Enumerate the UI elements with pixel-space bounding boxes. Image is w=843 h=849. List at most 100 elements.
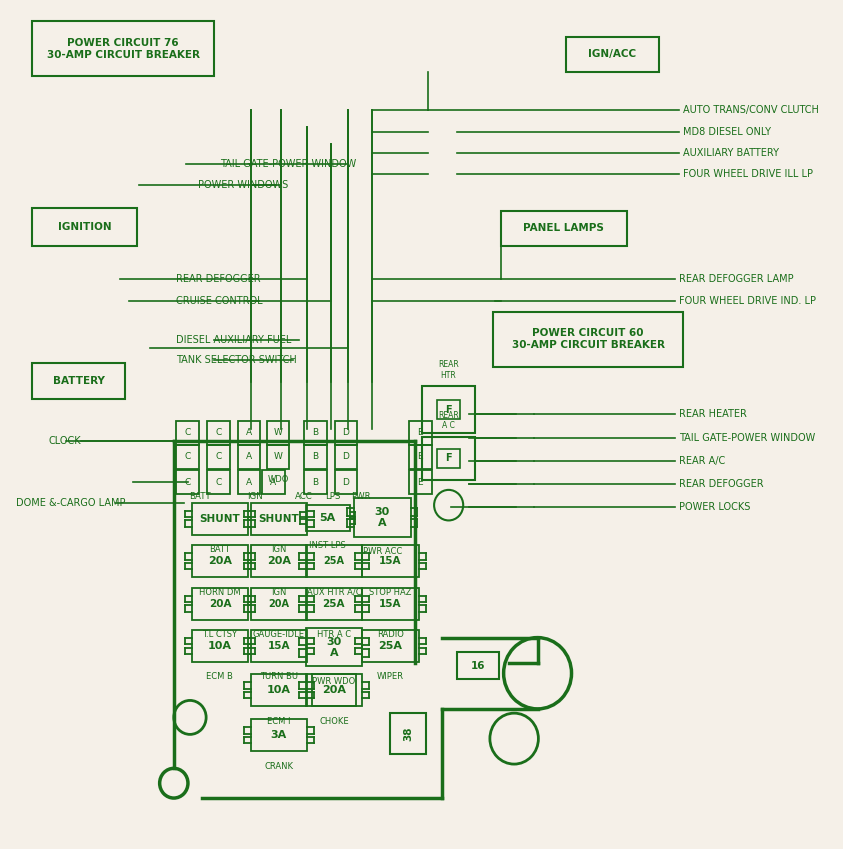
Text: POWER CIRCUIT 76
30-AMP CIRCUIT BREAKER: POWER CIRCUIT 76 30-AMP CIRCUIT BREAKER [46, 38, 200, 59]
Text: W: W [274, 453, 282, 461]
Text: BATT: BATT [209, 545, 230, 554]
Text: A: A [270, 478, 277, 486]
Text: STOP HAZ: STOP HAZ [369, 588, 411, 597]
Text: POWER WINDOWS: POWER WINDOWS [198, 180, 288, 190]
Bar [335, 470, 357, 494]
Text: 25A: 25A [323, 599, 345, 609]
Bar [191, 630, 248, 662]
Text: REAR HEATER: REAR HEATER [679, 409, 747, 419]
Text: HTR A C: HTR A C [317, 630, 351, 639]
Bar [207, 470, 229, 494]
Bar [191, 545, 248, 577]
Text: 20A: 20A [267, 556, 291, 566]
Bar [409, 445, 432, 469]
Bar [32, 363, 126, 399]
Bar [304, 470, 326, 494]
Text: CRANK: CRANK [265, 762, 293, 771]
Text: FOUR WHEEL DRIVE ILL LP: FOUR WHEEL DRIVE ILL LP [683, 169, 813, 179]
Text: D: D [342, 478, 350, 486]
Text: POWER LOCKS: POWER LOCKS [679, 502, 750, 512]
Bar [389, 713, 426, 754]
Text: A: A [246, 429, 252, 437]
Text: TAIL GATE-POWER WINDOW: TAIL GATE-POWER WINDOW [679, 433, 815, 443]
Text: F: F [445, 453, 452, 464]
Bar [207, 445, 229, 469]
Bar [250, 503, 307, 535]
Bar [362, 588, 419, 620]
Text: INST LPS: INST LPS [309, 541, 346, 550]
Text: PANEL LAMPS: PANEL LAMPS [524, 223, 604, 233]
Bar [457, 652, 499, 679]
Text: BATT: BATT [189, 492, 211, 501]
Text: 15A: 15A [379, 556, 402, 566]
Text: T.L CTSY: T.L CTSY [202, 630, 238, 639]
Bar [305, 628, 362, 666]
Text: 30
A: 30 A [326, 637, 341, 658]
Text: REAR
HTR: REAR HTR [438, 360, 459, 380]
Text: 38: 38 [403, 726, 413, 741]
Bar [266, 445, 289, 469]
Text: C: C [185, 478, 191, 486]
Text: AUTO TRANS/CONV CLUTCH: AUTO TRANS/CONV CLUTCH [683, 105, 819, 115]
Text: D: D [342, 453, 350, 461]
Bar [305, 505, 350, 531]
Text: 16: 16 [470, 661, 485, 671]
Text: B: B [312, 478, 319, 486]
Bar [354, 498, 411, 537]
Text: IGN: IGN [248, 492, 263, 501]
Text: TURN BU: TURN BU [260, 672, 298, 682]
Text: B: B [312, 429, 319, 437]
Text: DIESEL AUXILIARY FUEL: DIESEL AUXILIARY FUEL [176, 335, 292, 345]
Text: 10A: 10A [208, 641, 232, 651]
Bar [305, 588, 362, 620]
Bar [422, 437, 475, 480]
Bar [304, 421, 326, 445]
Bar [250, 545, 307, 577]
Text: IGNITION: IGNITION [58, 222, 111, 232]
Bar [250, 674, 307, 706]
Text: C: C [185, 453, 191, 461]
Text: WDO: WDO [267, 475, 289, 485]
Text: E: E [417, 429, 423, 437]
Bar [250, 588, 307, 620]
Bar [238, 421, 260, 445]
Text: 25A: 25A [379, 641, 402, 651]
Text: REAR DEFOGGER LAMP: REAR DEFOGGER LAMP [679, 274, 793, 284]
Bar [191, 588, 248, 620]
Text: W: W [274, 429, 282, 437]
Bar [409, 421, 432, 445]
Text: ECM I: ECM I [267, 717, 291, 726]
Text: REAR
A C: REAR A C [438, 411, 459, 430]
Bar [238, 445, 260, 469]
Bar [305, 674, 362, 706]
Text: WIPER: WIPER [377, 672, 404, 682]
Text: F: F [445, 405, 452, 414]
Bar [502, 211, 626, 246]
Text: REAR DEFOGGER: REAR DEFOGGER [176, 274, 260, 284]
Text: REAR DEFOGGER: REAR DEFOGGER [679, 479, 764, 489]
Bar [493, 312, 683, 367]
Text: LPS: LPS [325, 492, 341, 501]
Bar [566, 37, 659, 72]
Bar [266, 421, 289, 445]
Text: E: E [417, 478, 423, 486]
Bar [250, 630, 307, 662]
Text: ACC: ACC [295, 492, 313, 501]
Text: TANK SELECTOR SWITCH: TANK SELECTOR SWITCH [176, 355, 297, 365]
Text: MD8 DIESEL ONLY: MD8 DIESEL ONLY [683, 127, 771, 137]
Text: AUXILIARY BATTERY: AUXILIARY BATTERY [683, 148, 779, 158]
Text: CHOKE: CHOKE [319, 717, 349, 726]
Bar [422, 386, 475, 433]
Text: SHUNT: SHUNT [200, 514, 240, 524]
Text: 15A: 15A [267, 641, 290, 651]
Text: 5A: 5A [319, 513, 336, 523]
Text: C: C [185, 429, 191, 437]
Text: IGN/ACC: IGN/ACC [588, 49, 636, 59]
Text: ECM B: ECM B [207, 672, 234, 682]
Bar [207, 421, 229, 445]
Bar [176, 470, 199, 494]
Text: 3A: 3A [271, 730, 287, 740]
Text: SHUNT: SHUNT [259, 514, 299, 524]
Text: AUX HTR A/C: AUX HTR A/C [307, 588, 361, 597]
Text: PWR WDO: PWR WDO [312, 677, 356, 686]
